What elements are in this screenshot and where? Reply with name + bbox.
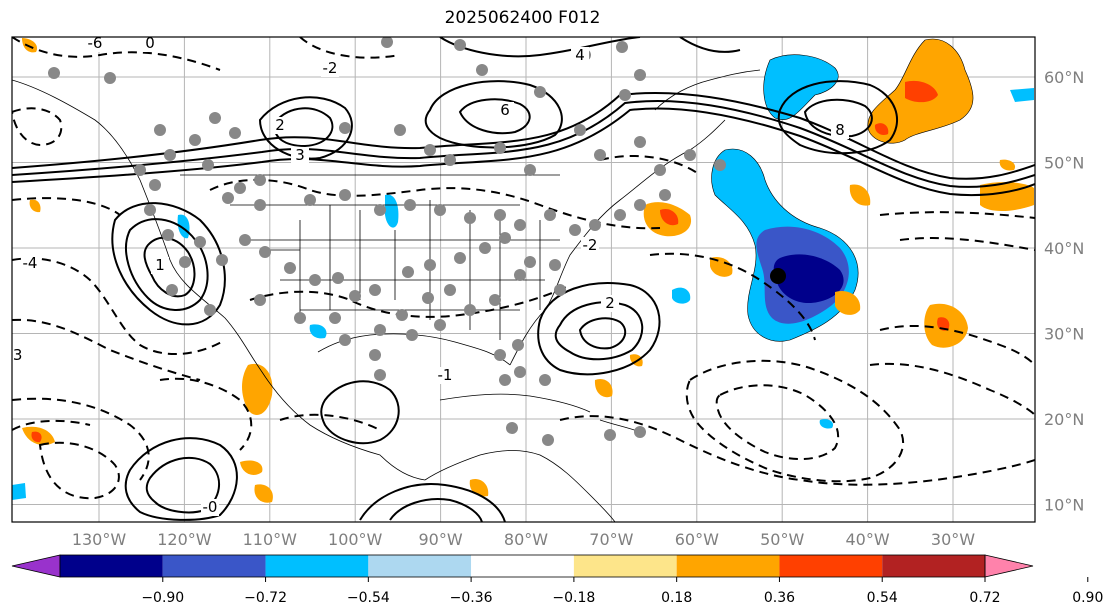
colorbar-tick-label: −0.72 bbox=[244, 590, 287, 606]
map-title: 2025062400 F012 bbox=[444, 8, 601, 28]
positive-anomaly-ne-spot bbox=[874, 123, 889, 135]
contour-label: 2 bbox=[275, 116, 285, 134]
negative-anomaly-tropics bbox=[819, 419, 834, 429]
lat-tick-label: 20°N bbox=[1044, 410, 1084, 429]
colorbar: −0.90 −0.72 −0.54 −0.36 −0.18 0.18 0.36 0.54 0.7… bbox=[11, 554, 1103, 606]
colorbar-tick-label: 0.90 bbox=[1072, 590, 1103, 606]
colorbar-segment bbox=[162, 555, 266, 577]
positive-anomaly-nw-spot bbox=[29, 199, 41, 213]
colorbar-tick-label: 0.72 bbox=[969, 590, 1000, 606]
colorbar-tick-label: 0.18 bbox=[661, 590, 692, 606]
positive-anomaly-pacific-1 bbox=[240, 460, 263, 475]
colorbar-tick-label: −0.36 bbox=[450, 590, 493, 606]
colorbar-extend-high bbox=[984, 554, 1034, 578]
positive-anomaly-east-spot bbox=[999, 159, 1016, 171]
contour-label: 6 bbox=[500, 101, 510, 119]
positive-anomaly-ne-core bbox=[905, 80, 938, 103]
contour-label: 0 bbox=[145, 34, 155, 52]
negative-anomaly-sw bbox=[12, 483, 26, 500]
lat-tick-label: 10°N bbox=[1044, 496, 1084, 515]
contour-label: 1 bbox=[155, 256, 165, 274]
contour-label: 2 bbox=[605, 294, 615, 312]
contour-label: 4 bbox=[575, 46, 585, 64]
colorbar-extend-low bbox=[11, 554, 61, 578]
colorbar-segment bbox=[471, 555, 574, 577]
lon-tick-label: 100°W bbox=[328, 530, 383, 549]
black-marker bbox=[770, 268, 786, 284]
contour-label: -2 bbox=[323, 59, 338, 77]
positive-anomaly-caribbean bbox=[594, 378, 613, 398]
contour-label: 3 bbox=[295, 146, 305, 164]
contour-label: -4 bbox=[23, 254, 38, 272]
positive-anomaly-pacific-3-core bbox=[31, 431, 42, 443]
positive-anomaly-pacific-2 bbox=[254, 484, 273, 503]
negative-anomaly-mexico bbox=[309, 324, 327, 339]
longitude-labels: 130°W 120°W 110°W 100°W 90°W 80°W 70°W 60°W 50°W… bbox=[72, 530, 975, 549]
colorbar-tick-label: 0.36 bbox=[764, 590, 795, 606]
negative-anomaly-atlantic-max bbox=[773, 254, 844, 304]
colorbar-tick-label: −0.90 bbox=[141, 590, 184, 606]
latitude-labels: 60°N 50°N 40°N 30°N 20°N 10°N bbox=[1044, 68, 1084, 515]
lon-tick-label: 70°W bbox=[589, 530, 633, 549]
contour-label: -1 bbox=[438, 366, 453, 384]
colorbar-segment bbox=[265, 555, 369, 577]
negative-contours bbox=[12, 37, 1035, 500]
contour-label: -6 bbox=[88, 34, 103, 52]
lon-tick-label: 50°W bbox=[760, 530, 804, 549]
contour-label: 8 bbox=[835, 121, 845, 139]
lat-tick-label: 50°N bbox=[1044, 154, 1084, 173]
colorbar-segment bbox=[573, 555, 677, 577]
colorbar-segment bbox=[779, 555, 883, 577]
negative-anomaly-west bbox=[177, 214, 190, 239]
positive-anomaly-canada-core bbox=[660, 208, 679, 226]
contour-label: -3 bbox=[8, 346, 23, 364]
gridlines bbox=[12, 37, 1035, 522]
lon-tick-label: 30°W bbox=[931, 530, 975, 549]
colorbar-segment bbox=[368, 555, 472, 577]
lat-tick-label: 30°N bbox=[1044, 325, 1084, 344]
negative-anomaly-small bbox=[672, 287, 691, 304]
lat-tick-label: 40°N bbox=[1044, 239, 1084, 258]
lon-tick-label: 90°W bbox=[419, 530, 463, 549]
positive-anomaly-central-atlantic bbox=[849, 184, 871, 206]
lon-tick-label: 40°W bbox=[846, 530, 890, 549]
positive-anomaly-nw-corner bbox=[22, 38, 38, 53]
colorbar-tick-label: −0.18 bbox=[552, 590, 595, 606]
positive-anomaly-mid-atlantic bbox=[835, 290, 861, 315]
positive-anomaly-gulfstream bbox=[710, 256, 733, 277]
colorbar-tick-label: 0.54 bbox=[867, 590, 898, 606]
lon-tick-label: 60°W bbox=[675, 530, 719, 549]
colorbar-segment bbox=[882, 555, 985, 577]
lon-tick-label: 80°W bbox=[504, 530, 548, 549]
lat-tick-label: 60°N bbox=[1044, 68, 1084, 87]
contour-labels: 2 -2 4 6 8 -2 2 0 -0 3 -3 -1 1 -4 -6 bbox=[8, 34, 849, 516]
positive-contours bbox=[12, 37, 1035, 522]
colorbar-segment bbox=[676, 555, 780, 577]
colorbar-tick-label: −0.54 bbox=[347, 590, 390, 606]
lon-tick-label: 110°W bbox=[243, 530, 298, 549]
negative-anomaly-east bbox=[1010, 88, 1034, 102]
colorbar-segment bbox=[60, 555, 163, 577]
negative-anomaly-plains bbox=[385, 194, 399, 228]
shaded-anomalies bbox=[12, 38, 1034, 503]
map-border bbox=[11, 36, 1036, 523]
contour-label: -0 bbox=[203, 498, 218, 516]
lon-tick-label: 120°W bbox=[157, 530, 212, 549]
lon-tick-label: 130°W bbox=[72, 530, 127, 549]
contour-label: -2 bbox=[583, 236, 598, 254]
